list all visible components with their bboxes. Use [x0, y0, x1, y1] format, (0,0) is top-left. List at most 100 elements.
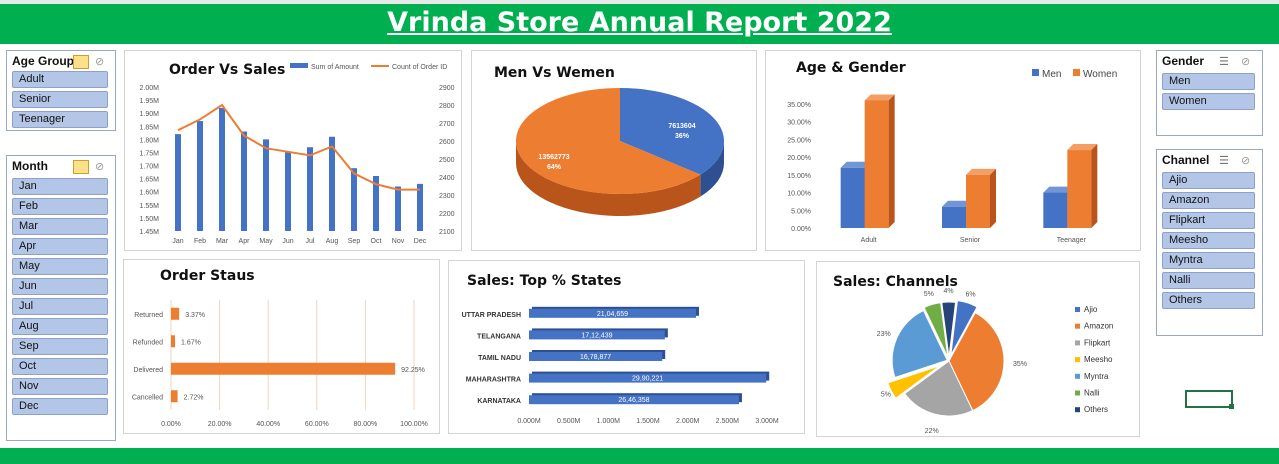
slicer-item-men[interactable]: Men [1162, 73, 1255, 90]
x-tick-label: Dec [414, 238, 427, 245]
gender-slicer: Gender ☰ ⊘ Men Women [1156, 50, 1263, 136]
x-tick-label: 0.000M [517, 418, 541, 425]
month-slicer-title: Month [12, 159, 48, 173]
top-states-chart: 0.000M 0.500M 1.000M 1.500M 2.000M 2.500M 3.00… [462, 306, 779, 425]
slicer-item-aug[interactable]: Aug [12, 318, 108, 335]
legend-swatch-ajio [1075, 307, 1080, 312]
order-vs-sales-chart: 1.45M 1.50M 1.55M 1.60M 1.65M 1.70M 1.75M 1.80M… [140, 63, 455, 245]
pie-slice-myntra [891, 309, 948, 379]
pie-slice-flipkart [903, 360, 974, 417]
data-label: 16,78,877 [580, 354, 611, 361]
order-status-title: Order Staus [160, 268, 255, 284]
slicer-item-senior[interactable]: Senior [12, 91, 108, 108]
pie-slice-women [516, 88, 701, 194]
slicer-item-others[interactable]: Others [1162, 292, 1255, 309]
age-gender-chart: 0.00% 5.00% 10.00% 15.00% 20.00% 25.00% 30.00%… [787, 69, 1117, 244]
y-left-tick-label: 1.60M [140, 190, 160, 197]
slicer-item-jan[interactable]: Jan [12, 178, 108, 195]
bar-sum-of-amount [351, 168, 357, 231]
slicer-item-meesho[interactable]: Meesho [1162, 232, 1255, 249]
multi-select-icon[interactable]: ☰ [1219, 155, 1229, 167]
x-tick-label: 80.00% [354, 421, 378, 428]
pie-side-women [516, 141, 701, 216]
y-tick-label: 25.00% [787, 137, 811, 144]
slicer-item-ajio[interactable]: Ajio [1162, 172, 1255, 189]
men-vs-women-panel[interactable]: Men Vs Wemen 7613604 36% 13562773 64% [471, 50, 757, 251]
x-tick-label: Aug [326, 238, 339, 245]
y-left-tick-label: 1.45M [140, 229, 160, 236]
selected-cell[interactable] [1185, 390, 1233, 408]
slicer-item-sep[interactable]: Sep [12, 338, 108, 355]
x-tick-label: Feb [194, 238, 206, 245]
x-tick-label: Jan [172, 238, 183, 245]
legend-swatch-myntra [1075, 373, 1080, 379]
slicer-item-feb[interactable]: Feb [12, 198, 108, 215]
clear-filter-icon[interactable]: ⊘ [1241, 56, 1251, 68]
top-states-title: Sales: Top % States [467, 273, 622, 289]
slicer-item-adult[interactable]: Adult [12, 71, 108, 88]
slicer-item-jul[interactable]: Jul [12, 298, 108, 315]
x-tick-label: 100.00% [400, 421, 428, 428]
y-right-tick-label: 2300 [439, 193, 455, 200]
x-tick-label: Apr [239, 238, 251, 245]
slicer-item-myntra[interactable]: Myntra [1162, 252, 1255, 269]
pie-slice-meesho [887, 365, 941, 399]
slicer-item-may[interactable]: May [12, 258, 108, 275]
slicer-item-apr[interactable]: Apr [12, 238, 108, 255]
slicer-item-dec[interactable]: Dec [12, 398, 108, 415]
slicer-item-jun[interactable]: Jun [12, 278, 108, 295]
sales-channels-panel[interactable]: Sales: Channels 6% 35% 22% 5% 23% 5% 4% Ajio Ama… [816, 261, 1140, 437]
top-states-panel[interactable]: Sales: Top % States 0.000M 0.500M 1.000M 1.… [448, 260, 805, 434]
bar-sum-of-amount [197, 121, 203, 231]
bar-women [966, 174, 990, 228]
legend-nalli: Nalli [1084, 389, 1100, 398]
men-vs-women-chart: 7613604 36% 13562773 64% [516, 88, 724, 216]
order-status-panel[interactable]: Order Staus 0.00% 20.00% 40.00% 60.00% 80.00… [123, 259, 440, 434]
bar-delivered [171, 362, 396, 375]
y-left-tick-label: 1.90M [140, 111, 160, 118]
legend-swatch-flipkart [1075, 340, 1080, 346]
bar-sum-of-amount [263, 139, 269, 231]
report-title: Vrinda Store Annual Report 2022 [387, 7, 892, 38]
slicer-item-women[interactable]: Women [1162, 93, 1255, 110]
clear-filter-icon[interactable]: ⊘ [95, 56, 105, 68]
bar-sum-of-amount [175, 134, 181, 231]
x-tick-label: 20.00% [208, 421, 232, 428]
multi-select-icon[interactable] [73, 160, 89, 174]
legend-swatch-sum-of-amount [290, 63, 308, 68]
clear-filter-icon[interactable]: ⊘ [1241, 155, 1251, 167]
pie-side-men [700, 141, 724, 197]
x-tick-label: Teenager [1057, 237, 1087, 244]
slicer-item-teenager[interactable]: Teenager [12, 111, 108, 128]
fill-handle[interactable] [1229, 404, 1234, 409]
line-count-of-order-id [177, 103, 420, 191]
age-gender-panel[interactable]: Age & Gender 0.00% 5.00% 10.00% 15.00% 20.00… [765, 50, 1141, 251]
pie-slice-ajio [950, 300, 978, 356]
bar-sum-of-amount [241, 131, 247, 231]
y-right-tick-label: 2400 [439, 175, 455, 182]
slicer-item-nov[interactable]: Nov [12, 378, 108, 395]
multi-select-icon[interactable] [73, 55, 89, 69]
data-label: 29,90,221 [632, 376, 663, 383]
data-label: 21,04,659 [597, 311, 628, 318]
multi-select-icon[interactable]: ☰ [1219, 56, 1229, 68]
slicer-item-mar[interactable]: Mar [12, 218, 108, 235]
y-right-tick-label: 2200 [439, 211, 455, 218]
slicer-item-amazon[interactable]: Amazon [1162, 192, 1255, 209]
bar-state [529, 373, 767, 383]
slicer-item-flipkart[interactable]: Flipkart [1162, 212, 1255, 229]
slicer-item-oct[interactable]: Oct [12, 358, 108, 375]
y-left-tick-label: 1.70M [140, 164, 160, 171]
x-tick-label: 40.00% [256, 421, 280, 428]
clear-filter-icon[interactable]: ⊘ [95, 161, 105, 173]
y-tick-label: 10.00% [787, 191, 811, 198]
order-vs-sales-panel[interactable]: Order Vs Sales 1.45M 1.50M 1.55M 1.60M 1.65M… [124, 50, 462, 251]
legend-swatch-others [1075, 407, 1080, 413]
data-label-myntra: 23% [877, 331, 891, 338]
bar-men [942, 206, 966, 228]
bar-side-women [1091, 144, 1098, 228]
x-tick-label: 1.000M [597, 418, 621, 425]
y-tick-label: Cancelled [132, 394, 163, 401]
slicer-item-nalli[interactable]: Nalli [1162, 272, 1255, 289]
